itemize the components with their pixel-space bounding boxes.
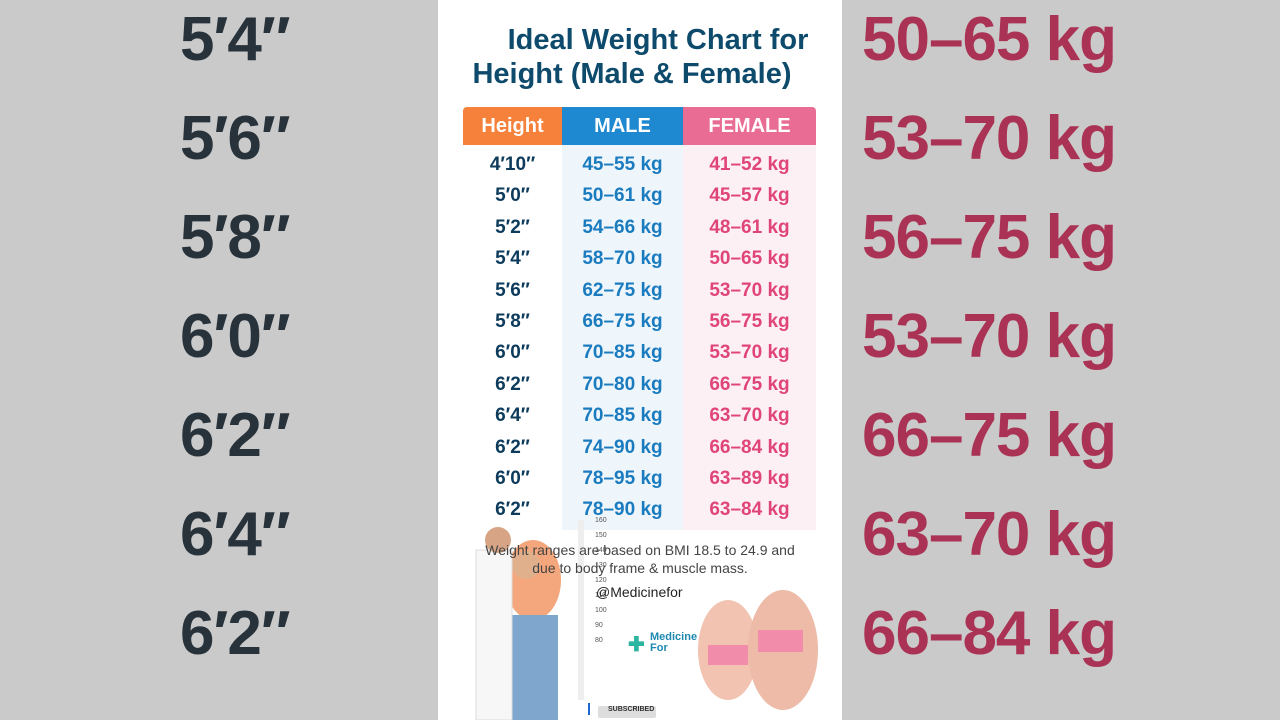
- ruler-label: 150: [595, 532, 607, 539]
- backdrop-text: 6′2″: [180, 599, 291, 668]
- table-cell: 63–89 kg: [709, 468, 790, 489]
- backdrop-text: 63–70 kg: [862, 500, 1117, 569]
- header-cell: Height: [463, 107, 562, 145]
- table-cell: 70–80 kg: [582, 373, 663, 395]
- backdrop-text: 6′2″: [180, 401, 291, 470]
- table-cell: 6′2″: [495, 436, 530, 458]
- backdrop-text: 6′0″: [180, 302, 291, 371]
- table-cell: 66–75 kg: [582, 311, 663, 332]
- table-cell: 53–70 kg: [709, 279, 790, 301]
- table-cell: 45–55 kg: [582, 154, 663, 175]
- ruler-label: 110: [595, 592, 607, 599]
- table-cell: 78–90 kg: [582, 499, 663, 521]
- table-cell: 5′6″: [495, 279, 530, 301]
- table-cell: 56–75 kg: [709, 311, 790, 332]
- footnote: due to body frame & muscle mass.: [532, 560, 748, 576]
- table-cell: 5′2″: [495, 216, 530, 238]
- table-cell: 70–85 kg: [582, 342, 663, 364]
- backdrop-text: 53–70 kg: [862, 104, 1117, 173]
- ruler-label: 160: [595, 517, 607, 524]
- backdrop-text: 6′4″: [180, 500, 291, 569]
- title: Height (Male & Female): [472, 58, 792, 90]
- backdrop-text: 66–84 kg: [862, 599, 1117, 668]
- logo-icon: ✚: [628, 634, 645, 656]
- table-cell: 66–84 kg: [709, 436, 790, 458]
- table-cell: 53–70 kg: [709, 342, 790, 364]
- ruler-label: 130: [595, 562, 607, 569]
- table-cell: 62–75 kg: [582, 279, 663, 301]
- ruler-label: 90: [595, 622, 603, 629]
- overlay: [842, 0, 1280, 720]
- right-backdrop: 50–65 kg 53–70 kg 56–75 kg 53–70 kg 66–75 kg…: [842, 0, 1280, 720]
- female-column-bg: [683, 145, 816, 530]
- backdrop-text: 5′4″: [180, 5, 291, 74]
- backdrop-text: 50–65 kg: [862, 5, 1117, 74]
- illustration: [475, 520, 818, 720]
- table-cell: 70–85 kg: [582, 405, 663, 427]
- table-cell: 6′0″: [495, 342, 530, 364]
- backdrop-text: 5′8″: [180, 203, 291, 272]
- table-cell: 58–70 kg: [582, 248, 663, 270]
- footnote: Weight ranges are based on BMI 18.5 to 2…: [485, 542, 795, 558]
- ruler-label: 120: [595, 577, 607, 584]
- header-cell: FEMALE: [683, 107, 816, 145]
- logo: Medicine For: [650, 632, 697, 654]
- table-cell: 63–70 kg: [709, 405, 790, 427]
- video-panel: Ideal Weight Chart for Height (Male & Fe…: [438, 0, 842, 720]
- overlay: [0, 0, 438, 720]
- table-cell: 54–66 kg: [582, 216, 663, 238]
- ruler-label: 140: [595, 547, 607, 554]
- table-cell: 4′10″: [489, 154, 536, 175]
- table-cell: 48–61 kg: [709, 216, 790, 238]
- table-cell: 66–75 kg: [709, 373, 790, 395]
- table-cell: 41–52 kg: [709, 154, 790, 175]
- header-cell: MALE: [562, 107, 683, 145]
- table-cell: 6′2″: [495, 499, 530, 521]
- left-backdrop: 5′4″ 5′6″ 5′8″ 6′0″ 6′2″ 6′4″ 6′2″: [0, 0, 438, 720]
- handle: @Medicinefor: [596, 584, 683, 600]
- logo-text: Medicine: [650, 631, 698, 643]
- backdrop-text: 56–75 kg: [862, 203, 1117, 272]
- table-cell: 74–90 kg: [582, 436, 663, 458]
- table-cell: 5′4″: [495, 248, 530, 270]
- backdrop-text: 5′6″: [180, 104, 291, 173]
- male-column-bg: [562, 145, 683, 530]
- ruler-label: 80: [595, 637, 603, 644]
- table-cell: 6′2″: [495, 373, 530, 395]
- table-cell: 50–65 kg: [709, 248, 790, 270]
- table-cell: 6′4″: [495, 405, 530, 427]
- table-cell: 45–57 kg: [709, 185, 790, 207]
- ruler-label: 100: [595, 607, 607, 614]
- subscribe-button[interactable]: SUBSCRIBED: [608, 706, 655, 713]
- table-cell: 63–84 kg: [709, 499, 790, 521]
- backdrop-text: 66–75 kg: [862, 401, 1117, 470]
- logo-text: For: [650, 642, 668, 654]
- table-cell: 5′8″: [495, 311, 530, 332]
- table-cell: 50–61 kg: [582, 185, 663, 207]
- table-cell: 5′0″: [495, 185, 530, 207]
- table-cell: 6′0″: [495, 468, 530, 489]
- title: Ideal Weight Chart for: [507, 24, 809, 56]
- table-cell: 78–95 kg: [582, 468, 663, 489]
- backdrop-text: 53–70 kg: [862, 302, 1117, 371]
